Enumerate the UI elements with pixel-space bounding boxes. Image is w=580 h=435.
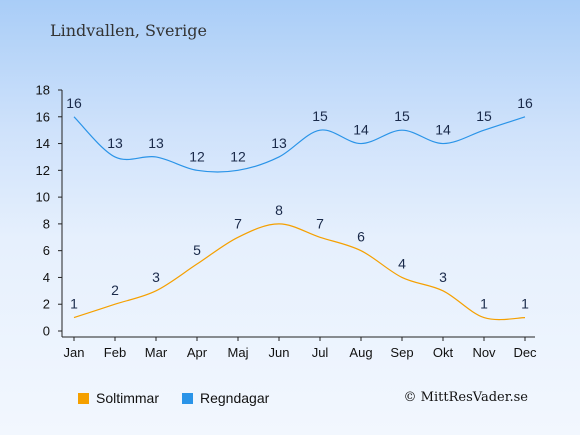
data-label-regndagar: 13 bbox=[271, 135, 287, 151]
x-tick-label: Nov bbox=[472, 345, 496, 360]
x-tick-label: Jan bbox=[64, 345, 85, 360]
data-label-soltimmar: 1 bbox=[70, 296, 78, 312]
legend-swatch-soltimmar bbox=[78, 392, 89, 404]
y-tick-label: 6 bbox=[43, 243, 50, 258]
data-label-soltimmar: 1 bbox=[521, 296, 529, 312]
y-tick-label: 14 bbox=[36, 136, 50, 151]
legend-item-soltimmar: Soltimmar bbox=[78, 390, 159, 406]
data-label-soltimmar: 2 bbox=[111, 282, 119, 298]
chart-title: Lindvallen, Sverige bbox=[50, 21, 207, 40]
data-label-soltimmar: 1 bbox=[480, 296, 488, 312]
x-tick-label: Dec bbox=[513, 345, 537, 360]
x-tick-label: Aug bbox=[349, 345, 372, 360]
x-tick-label: Maj bbox=[228, 345, 249, 360]
data-label-regndagar: 12 bbox=[189, 148, 205, 164]
x-tick-label: Mar bbox=[145, 345, 168, 360]
legend-item-regndagar: Regndagar bbox=[182, 390, 269, 406]
series-line-soltimmar bbox=[73, 223, 526, 321]
y-tick-label: 18 bbox=[36, 83, 50, 98]
x-tick-label: Apr bbox=[187, 345, 208, 360]
y-axis-ticks: 0 2 4 6 8 10 12 14 16 18 bbox=[36, 83, 62, 339]
data-label-regndagar: 14 bbox=[435, 122, 451, 138]
data-label-regndagar: 15 bbox=[476, 108, 492, 124]
axes bbox=[61, 90, 535, 338]
data-label-soltimmar: 6 bbox=[357, 229, 365, 245]
y-tick-label: 8 bbox=[43, 216, 50, 231]
data-label-soltimmar: 7 bbox=[234, 215, 242, 231]
y-tick-label: 12 bbox=[36, 163, 50, 178]
legend-swatch-regndagar bbox=[182, 392, 193, 404]
data-label-soltimmar: 8 bbox=[275, 202, 283, 218]
y-tick-label: 16 bbox=[36, 109, 50, 124]
x-tick-label: Sep bbox=[390, 345, 413, 360]
x-tick-label: Jun bbox=[269, 345, 290, 360]
data-label-regndagar: 13 bbox=[107, 135, 123, 151]
y-tick-label: 0 bbox=[43, 324, 50, 339]
data-label-soltimmar: 4 bbox=[398, 255, 406, 271]
data-label-soltimmar: 3 bbox=[439, 269, 447, 285]
data-label-regndagar: 13 bbox=[148, 135, 164, 151]
data-label-regndagar: 15 bbox=[394, 108, 410, 124]
x-tick-label: Feb bbox=[104, 345, 126, 360]
y-tick-label: 2 bbox=[43, 297, 50, 312]
x-tick-label: Jul bbox=[312, 345, 329, 360]
y-tick-label: 10 bbox=[36, 190, 50, 205]
legend-label-soltimmar: Soltimmar bbox=[96, 390, 160, 406]
y-tick-label: 4 bbox=[43, 270, 50, 285]
data-label-regndagar: 16 bbox=[517, 95, 533, 111]
series-line-regndagar bbox=[73, 116, 526, 173]
x-axis-ticks: Jan Feb Mar Apr Maj Jun Jul Aug Sep Okt Nov Dec bbox=[64, 337, 537, 360]
x-tick-label: Okt bbox=[433, 345, 454, 360]
data-label-soltimmar: 3 bbox=[152, 269, 160, 285]
data-label-regndagar: 12 bbox=[230, 148, 246, 164]
data-label-regndagar: 14 bbox=[353, 122, 369, 138]
series-lines bbox=[73, 116, 526, 321]
data-label-regndagar: 15 bbox=[312, 108, 328, 124]
copyright-notice: © MittResVader.se bbox=[403, 390, 528, 405]
data-label-soltimmar: 5 bbox=[193, 242, 201, 258]
data-label-regndagar: 16 bbox=[66, 95, 82, 111]
data-label-soltimmar: 7 bbox=[316, 215, 324, 231]
legend-label-regndagar: Regndagar bbox=[200, 390, 270, 406]
